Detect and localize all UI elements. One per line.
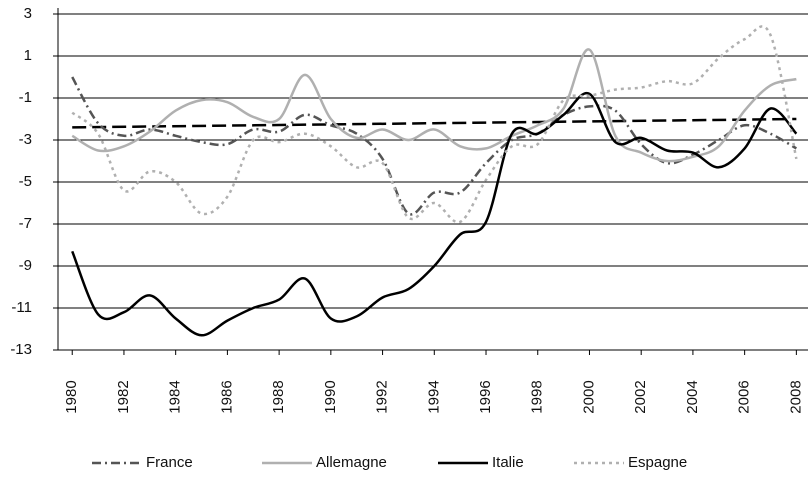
x-tick-label: 1988 xyxy=(270,380,287,413)
y-tick-label: 1 xyxy=(24,47,32,64)
series-line xyxy=(71,91,798,337)
y-tick-label: -9 xyxy=(19,257,32,274)
y-tick-label: -11 xyxy=(11,299,32,316)
legend-label: Italie xyxy=(492,454,524,471)
x-tick-label: 2006 xyxy=(736,380,753,413)
x-tick-label: 1984 xyxy=(167,380,184,413)
y-tick-label: -1 xyxy=(19,89,32,106)
x-tick-label: 2008 xyxy=(787,380,804,413)
x-tick-label: 1998 xyxy=(529,380,546,413)
y-tick-label: -7 xyxy=(19,215,32,232)
x-tick-label: 1990 xyxy=(322,380,339,413)
series-line xyxy=(71,48,797,163)
x-tick-label: 1994 xyxy=(425,380,442,413)
x-tick-label: 1980 xyxy=(63,380,80,413)
x-tick-label: 1992 xyxy=(374,380,391,413)
x-tick-label: 1986 xyxy=(218,380,235,413)
x-tick-label: 1982 xyxy=(115,380,132,413)
x-tick-label: 1996 xyxy=(477,380,494,413)
legend-label: Allemagne xyxy=(316,454,387,471)
y-tick-label: 3 xyxy=(24,5,32,22)
series-line xyxy=(72,117,797,129)
x-tick-label: 2004 xyxy=(684,380,701,413)
y-tick-label: -5 xyxy=(19,173,32,190)
y-tick-label: -13 xyxy=(10,341,32,358)
x-tick-label: 2002 xyxy=(632,380,649,413)
legend-label: Espagne xyxy=(628,454,687,471)
x-tick-label: 2000 xyxy=(580,380,597,413)
series-line xyxy=(71,25,798,224)
series-line xyxy=(71,76,797,216)
y-tick-label: -3 xyxy=(19,131,32,148)
legend-label: France xyxy=(146,454,193,471)
